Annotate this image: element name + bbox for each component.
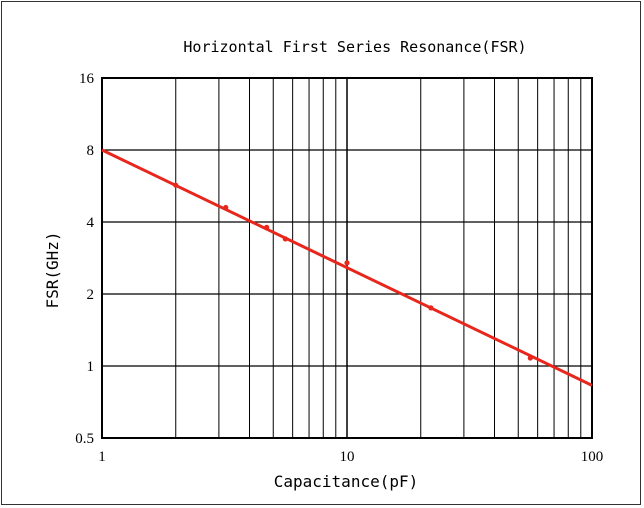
plot-border (101, 77, 593, 439)
series-layer (101, 148, 593, 387)
y-axis-label: FSR(GHz) (43, 231, 62, 308)
data-point (223, 204, 229, 211)
data-point (173, 182, 179, 188)
data-point (527, 355, 533, 361)
y-tick-label: 16 (79, 71, 95, 87)
data-point (344, 260, 350, 266)
y-tick-label: 4 (87, 215, 95, 231)
y-tick-label: 8 (87, 143, 95, 159)
x-tick-label: 10 (340, 449, 355, 465)
y-tick-label: 1 (87, 359, 95, 375)
x-tick-label: 100 (581, 449, 604, 465)
x-tick-label: 1 (98, 449, 106, 465)
grid-lines (102, 78, 592, 438)
data-point (264, 224, 270, 230)
series-line (101, 148, 593, 387)
data-point (428, 305, 434, 311)
chart-title: Horizontal First Series Resonance(FSR) (183, 38, 526, 56)
y-tick-label: 0.5 (75, 431, 94, 447)
y-tick-label: 2 (87, 287, 95, 303)
data-point (282, 236, 288, 242)
x-axis-label: Capacitance(pF) (274, 472, 419, 491)
